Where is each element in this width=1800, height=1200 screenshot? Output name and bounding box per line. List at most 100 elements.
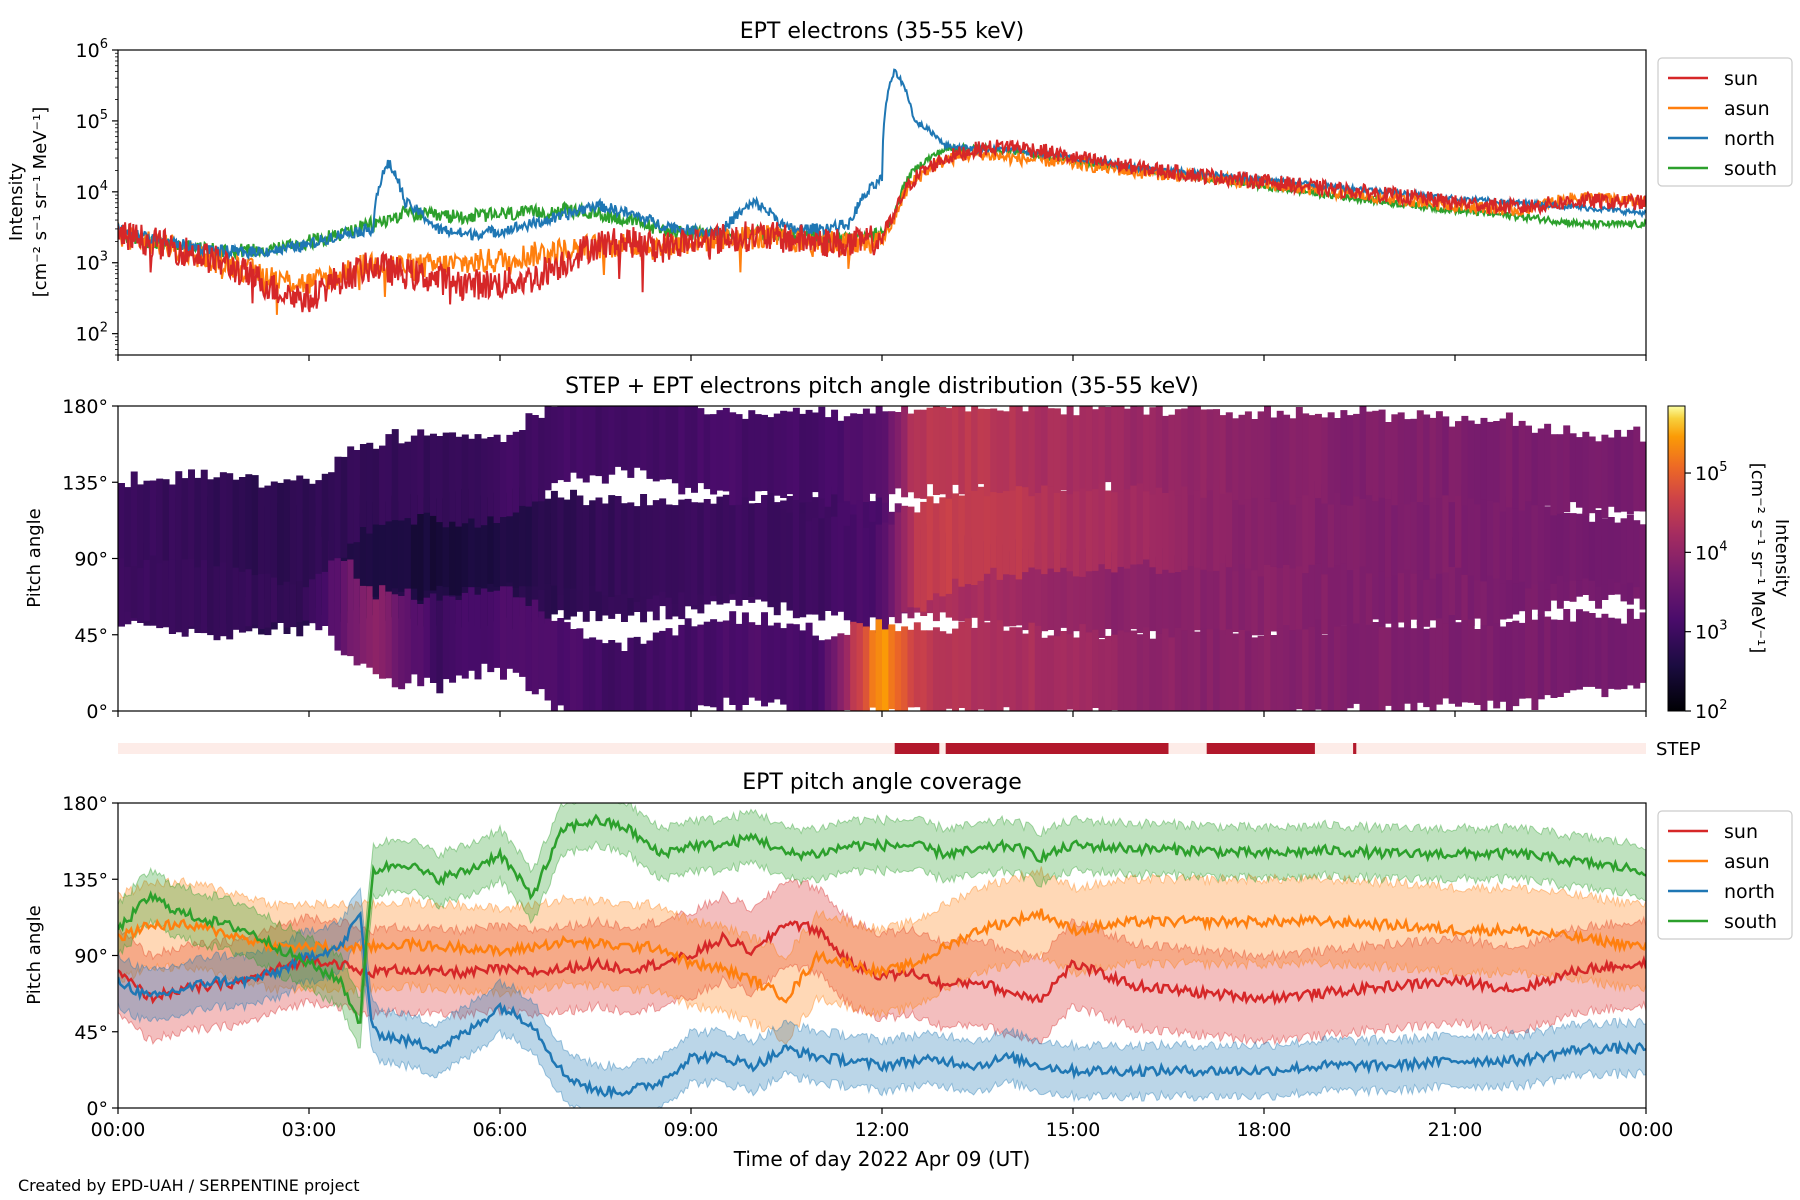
heatmap-cell (691, 406, 698, 493)
heatmap-cell (1550, 434, 1558, 516)
heatmap-cell (1136, 634, 1144, 711)
heatmap-cell (1213, 549, 1221, 634)
heatmap-cell (544, 618, 552, 701)
heatmap-cell (1187, 635, 1195, 711)
heatmap-cell (1085, 406, 1093, 492)
heatmap-cell (1232, 633, 1240, 711)
heatmap-cell (582, 406, 590, 483)
heatmap-cell (404, 493, 412, 600)
heatmap-cell (1518, 493, 1526, 582)
heatmap-cell (1200, 628, 1208, 711)
heatmap-cell (697, 502, 705, 595)
heatmap-cell (1365, 411, 1373, 496)
y-tick-label: 102 (1695, 698, 1727, 723)
heatmap-cell (563, 499, 571, 589)
heatmap-cell (659, 498, 667, 592)
heatmap-cell (1295, 479, 1303, 567)
heatmap-cell (818, 640, 826, 711)
heatmap-cell (1544, 423, 1552, 506)
heatmap-cell (996, 620, 1004, 711)
heatmap-cell (722, 494, 730, 601)
heatmap-cell (856, 519, 864, 630)
heatmap-cell (710, 619, 718, 708)
heatmap-cell (1404, 625, 1412, 704)
heatmap-cell (601, 406, 609, 484)
legend-label-north: north (1724, 881, 1775, 903)
y-tick-label: 106 (76, 37, 108, 62)
heatmap-cell (735, 414, 743, 505)
heatmap-cell (334, 456, 342, 559)
heatmap-cell (608, 406, 616, 475)
heatmap-cell (837, 420, 845, 503)
heatmap-cell (1365, 540, 1373, 627)
heatmap-cell (1372, 488, 1380, 577)
heatmap-cell (1633, 618, 1641, 689)
heatmap-cell (595, 406, 603, 477)
heatmap-cell (1193, 406, 1201, 491)
heatmap-cell (1162, 415, 1170, 493)
heatmap-cell (971, 627, 979, 711)
heatmap-cell (1047, 482, 1055, 569)
heatmap-cell (1633, 426, 1641, 512)
heatmap-cell (843, 525, 851, 621)
heatmap-cell (519, 597, 527, 677)
heatmap-cell (1136, 475, 1144, 565)
heatmap-cell (226, 538, 234, 640)
step-available-bar (894, 743, 940, 754)
heatmap-cell (691, 502, 698, 605)
heatmap-cell (894, 512, 902, 624)
series-sun (118, 139, 1646, 313)
heatmap-cell (461, 489, 469, 587)
y-tick-label: 135° (62, 869, 108, 891)
heatmap-cell (1079, 488, 1087, 577)
heatmap-cell (1372, 410, 1380, 502)
heatmap-cell (188, 549, 195, 627)
heatmap-cell (1321, 483, 1329, 575)
heatmap-cell (1308, 626, 1316, 711)
y-tick-label: 105 (76, 108, 108, 133)
heatmap-cell (544, 498, 552, 584)
heatmap-cell (194, 551, 202, 633)
pad-ylabel: Pitch angle (24, 508, 45, 607)
heatmap-cell (907, 629, 915, 708)
heatmap-cell (1174, 479, 1182, 572)
heatmap-cell (1614, 429, 1622, 513)
heatmap-cell (1283, 414, 1291, 501)
heatmap-cell (1098, 552, 1106, 638)
pad-panel: STEP + EPT electrons pitch angle distrib… (24, 374, 1792, 723)
heatmap-cell (1181, 630, 1189, 711)
heatmap-cell (1232, 418, 1240, 500)
heatmap-cell (850, 514, 858, 625)
heatmap-cell (831, 636, 839, 711)
heatmap-cell (442, 595, 450, 680)
pad-x-ticks (117, 711, 1647, 717)
heatmap-cell (1537, 502, 1545, 582)
y-tick-label: 180° (62, 396, 108, 418)
step-available-bar (1353, 743, 1357, 754)
heatmap-cell (258, 487, 266, 575)
heatmap-cell (1346, 415, 1354, 506)
heatmap-cell (1601, 613, 1609, 698)
heatmap-cell (646, 640, 654, 711)
heatmap-cell (913, 512, 921, 608)
heatmap-cell (1435, 541, 1443, 630)
heatmap-cell (824, 417, 832, 507)
heatmap-cell (538, 488, 546, 590)
heatmap-cell (1620, 436, 1628, 512)
heatmap-cell (671, 635, 679, 711)
heatmap-cell (289, 480, 297, 585)
heatmap-cell (1308, 486, 1316, 565)
heatmap-cell (207, 537, 215, 636)
heatmap-cell (410, 599, 418, 675)
heatmap-cell (296, 475, 304, 582)
heatmap-cell (576, 628, 584, 711)
coverage-panel: EPT pitch angle coverage 0° 45° 90° 135° 180… (24, 770, 1793, 1171)
heatmap-cell (1486, 421, 1494, 501)
heatmap-cell (1244, 478, 1252, 569)
heatmap-cell (1442, 493, 1450, 573)
heatmap-cell (270, 481, 278, 578)
heatmap-cell (888, 624, 896, 710)
heatmap-cell (1123, 632, 1131, 711)
heatmap-cell (398, 443, 406, 521)
heatmap-cell (359, 495, 367, 608)
